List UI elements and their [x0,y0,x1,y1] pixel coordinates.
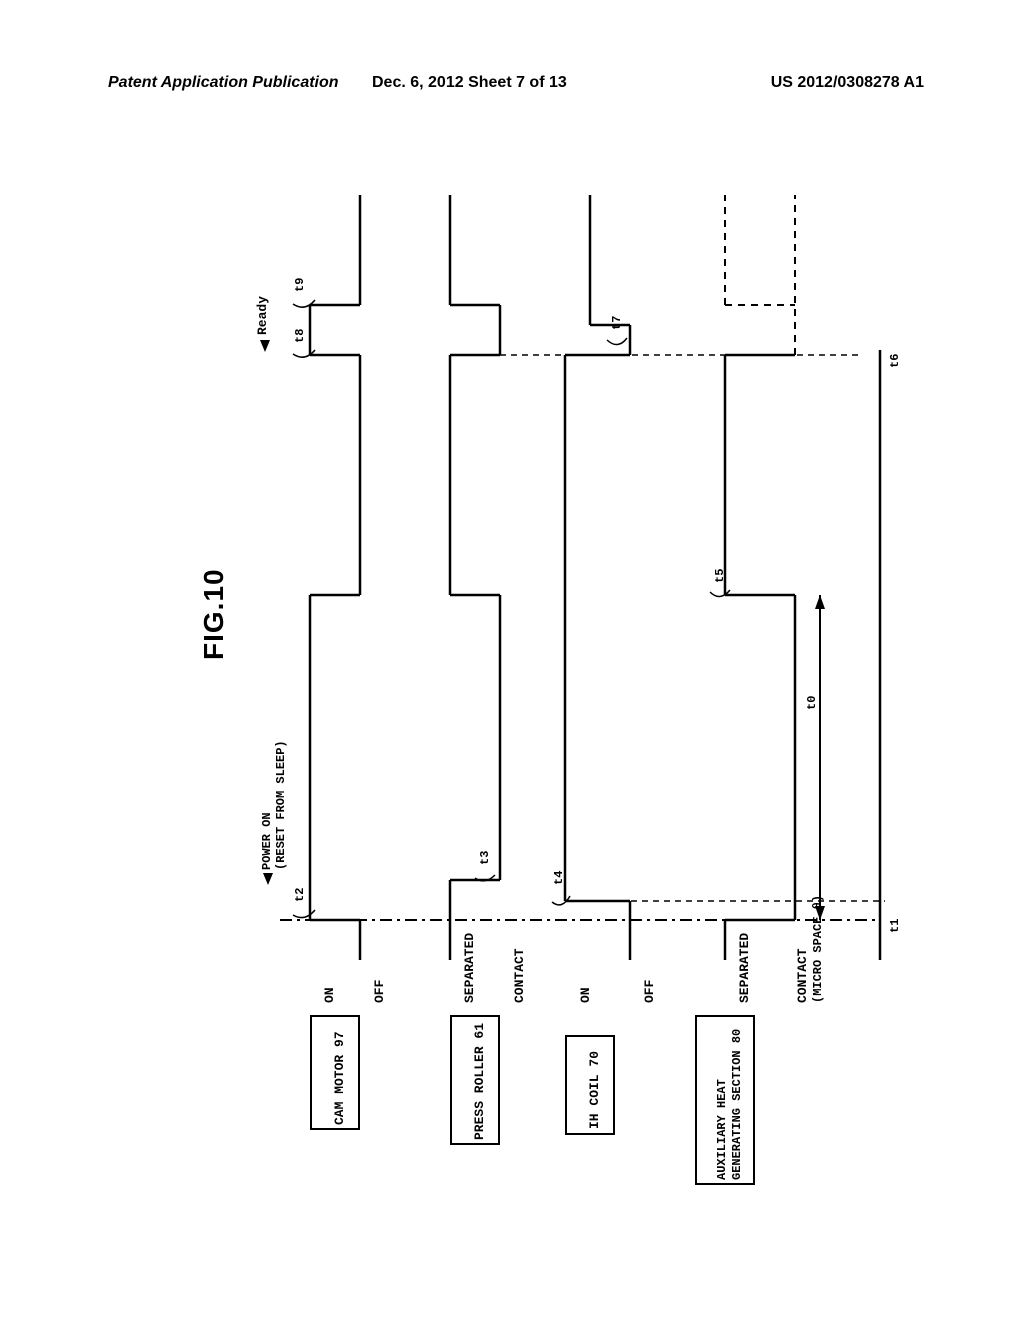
t2-label: t2 [293,888,307,902]
header-right: US 2012/0308278 A1 [771,74,924,92]
t1-label: t1 [888,919,902,933]
aux-separated: SEPARATED [737,933,752,1003]
timing-diagram: FIG.10 POWER ON (RESET FROM SLEEP) Ready [100,140,920,1190]
aux-heat-label1: AUXILIARY HEAT [715,1079,729,1180]
t8-label: t8 [293,329,307,343]
t6-label: t6 [888,354,902,368]
t9-label: t9 [293,278,307,292]
aux-heat-label2: GENERATING SECTION 80 [730,1029,744,1180]
press-roller-label: PRESS ROLLER 61 [472,1023,487,1140]
ih-coil-box: IH COIL 70 [565,1035,615,1135]
header-center: Dec. 6, 2012 Sheet 7 of 13 [372,74,567,92]
aux-contact: CONTACT [795,948,810,1003]
header: Patent Application Publication Dec. 6, 2… [0,74,1024,104]
t5-label: t5 [713,569,727,583]
t7-label: t7 [610,316,624,330]
aux-micro-space: (MICRO SPACE θ) [811,895,825,1003]
ih-coil-on: ON [578,987,593,1003]
t0-label: t0 [805,696,819,710]
aux-heat-box: AUXILIARY HEAT GENERATING SECTION 80 [695,1015,755,1185]
timing-svg [100,140,920,1190]
ih-coil-off: OFF [642,980,657,1003]
t3-label: t3 [478,851,492,865]
press-roller-contact: CONTACT [512,948,527,1003]
cam-motor-off: OFF [372,980,387,1003]
cam-motor-on: ON [322,987,337,1003]
header-left: Patent Application Publication [108,74,339,92]
cam-motor-label: CAM MOTOR 97 [332,1031,347,1125]
press-roller-box: PRESS ROLLER 61 [450,1015,500,1145]
press-roller-separated: SEPARATED [462,933,477,1003]
ih-coil-label: IH COIL 70 [587,1051,602,1129]
cam-motor-box: CAM MOTOR 97 [310,1015,360,1130]
t4-label: t4 [552,871,566,885]
